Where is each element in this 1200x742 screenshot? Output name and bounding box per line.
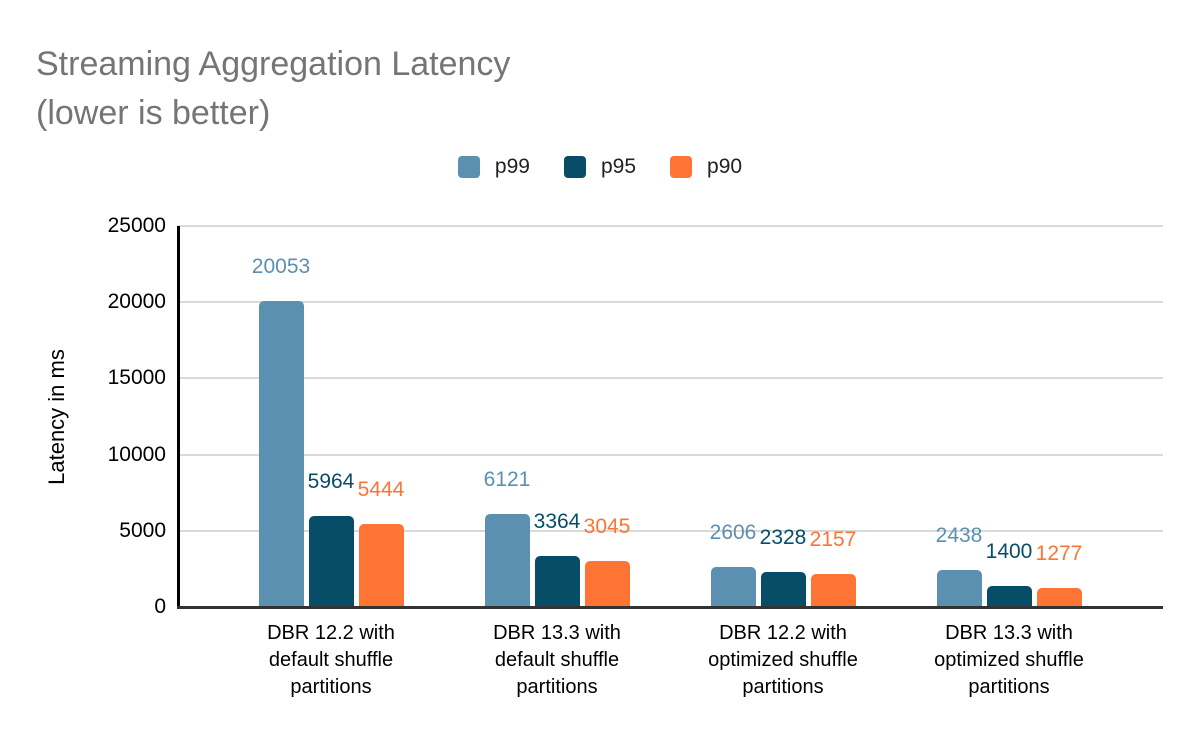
bar-p99 [710,567,756,607]
bar-p95 [760,572,806,607]
gridline [178,301,1163,304]
bar-p95 [534,556,580,607]
p90-swatch-icon [670,156,693,178]
x-category-label-line: DBR 12.2 with [267,622,395,644]
gridline [178,377,1163,380]
bar-p99 [484,514,530,607]
legend-item-p90: p90 [670,155,742,179]
bar-value-label: 5444 [357,478,405,501]
bar-value-label: 2438 [935,524,983,547]
legend-label: p90 [707,155,743,178]
y-tick-label: 10000 [107,442,166,466]
bar-p90 [358,524,404,607]
legend: p99 p95 p90 [0,155,1200,179]
x-category-label-line: optimized shuffle [708,649,858,671]
x-category-label: DBR 13.3 with optimized shuffle partitions [887,620,1131,701]
x-category-label-line: default shuffle [268,649,394,671]
bar-p99 [936,570,982,607]
gridline [178,529,1163,532]
x-category-label: DBR 13.3 with default shuffle partitions [435,620,679,701]
gridline [178,225,1163,227]
chart-title-line2: (lower is better) [36,94,271,132]
x-axis-baseline [177,606,1163,609]
x-category-label-line: partitions [968,676,1050,698]
legend-item-p99: p99 [457,155,530,179]
x-category-label-line: partitions [290,676,372,698]
x-category-label-line: partitions [742,676,824,698]
p99-swatch-icon [457,156,480,178]
bar-value-label: 2328 [759,526,807,549]
legend-label: p95 [600,155,637,178]
y-tick-label: 25000 [107,214,166,237]
bar-p90 [1036,588,1082,607]
bar-value-label: 3364 [533,510,581,533]
y-axis-line [177,226,180,609]
y-tick-label: 5000 [119,518,166,542]
chart-title: Streaming Aggregation Latency (lower is … [36,40,510,138]
p95-swatch-icon [563,156,586,178]
bar-p95 [308,516,354,607]
chart-title-line1: Streaming Aggregation Latency [36,45,511,83]
bar-value-label: 1400 [985,540,1033,563]
gridline [178,453,1163,456]
bar-value-label: 3045 [583,515,631,538]
bar-p99 [258,301,304,607]
x-category-label: DBR 12.2 with default shuffle partitions [209,620,453,701]
bar-value-label: 20053 [251,255,311,278]
bar-value-label: 2606 [709,521,757,544]
bar-value-label: 6121 [483,468,531,491]
y-tick-label: 15000 [107,366,166,390]
x-category-label-line: DBR 13.3 with [493,622,621,644]
legend-item-p95: p95 [563,155,637,179]
legend-label: p99 [494,155,530,178]
bar-p90 [810,574,856,607]
y-tick-label: 0 [154,595,166,618]
x-category-label-line: partitions [516,676,598,698]
x-category-label: DBR 12.2 with optimized shuffle partitions [661,620,905,701]
x-category-label-line: optimized shuffle [934,649,1084,671]
bar-value-label: 5964 [307,470,355,493]
x-category-label-line: DBR 13.3 with [945,622,1073,644]
bar-value-label: 2157 [809,528,857,551]
y-tick-label: 20000 [107,290,166,314]
bar-value-label: 1277 [1035,542,1083,565]
x-category-label-line: DBR 12.2 with [719,622,847,644]
bar-p90 [584,561,630,607]
x-category-label-line: default shuffle [494,649,620,671]
bar-p95 [986,586,1032,607]
